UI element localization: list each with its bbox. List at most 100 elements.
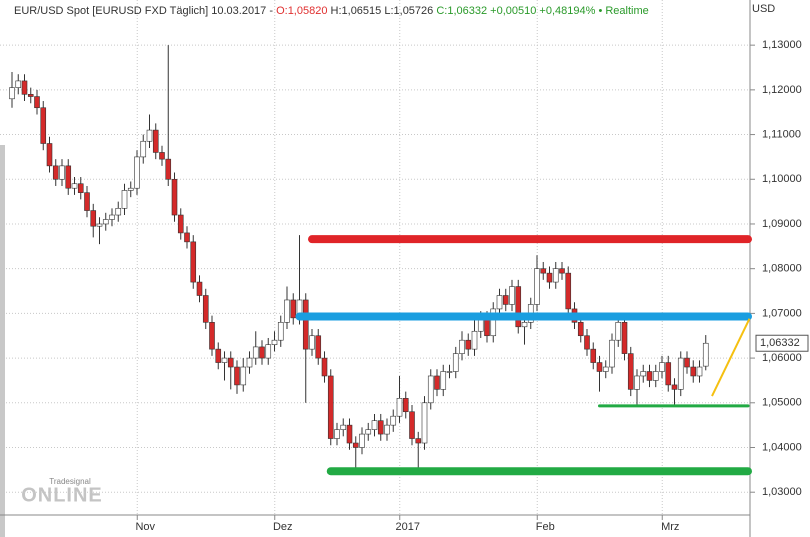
candle-body	[559, 268, 565, 274]
x-tick-label: 2017	[396, 521, 420, 533]
candle-body	[171, 178, 178, 216]
candle-body	[690, 366, 697, 377]
candle-body	[52, 165, 59, 180]
candle-body	[446, 371, 453, 373]
candle-body	[596, 362, 603, 372]
candle-body	[515, 286, 522, 328]
candle-body	[302, 299, 309, 350]
candle-body	[234, 366, 240, 386]
candle-body	[509, 286, 515, 305]
candle-body	[115, 208, 122, 216]
candle-body	[196, 281, 203, 296]
candle-body	[46, 143, 53, 167]
candle-body	[440, 371, 447, 390]
candle-body	[702, 342, 709, 367]
candle-body	[327, 375, 334, 439]
y-tick-label: 1,05000	[762, 397, 802, 409]
y-tick-label: 1,09000	[762, 218, 802, 230]
status: • Realtime	[598, 5, 649, 17]
y-tick-label: 1,07000	[762, 307, 802, 319]
candle-body	[496, 295, 503, 310]
candle-body	[277, 322, 284, 341]
candle-body	[402, 398, 409, 413]
y-tick-label: 1,13000	[762, 39, 802, 51]
candle-body	[209, 322, 215, 350]
candle-body	[65, 165, 72, 189]
candle-body	[365, 429, 372, 435]
candle-body	[34, 96, 40, 109]
candle-body	[265, 344, 272, 359]
candle-body	[490, 308, 497, 337]
candle-body	[309, 335, 315, 350]
candle-body	[434, 375, 440, 390]
candle-body	[671, 384, 678, 390]
candle-body	[384, 424, 390, 435]
candle-body	[159, 152, 165, 160]
x-tick-label: Dez	[273, 521, 293, 533]
candle-body	[315, 335, 322, 359]
candle-body	[259, 346, 265, 359]
candle-body	[271, 339, 278, 345]
candle-body	[602, 366, 609, 372]
candle-body	[484, 317, 490, 337]
candle-body	[290, 299, 297, 319]
candle-body	[184, 232, 190, 243]
candle-body	[409, 411, 415, 439]
candle-body	[377, 420, 384, 435]
candle-body	[565, 272, 572, 310]
candle-body	[646, 371, 653, 381]
y-tick-label: 1,04000	[762, 441, 802, 453]
candle-body	[21, 80, 28, 95]
candle-body	[427, 375, 434, 404]
high-value: H:1,06515	[330, 5, 382, 17]
last-price-box	[755, 334, 809, 352]
candle-body	[190, 241, 197, 283]
candle-body	[634, 375, 640, 390]
currency-label: USD	[752, 3, 775, 15]
candle-body	[40, 107, 47, 144]
candle-body	[390, 415, 397, 426]
candle-body	[240, 366, 247, 386]
candle-body	[640, 371, 647, 377]
brand-large: ONLINE	[21, 484, 103, 506]
candle-body	[165, 158, 172, 180]
candle-body	[134, 156, 140, 189]
candle-body	[534, 268, 540, 305]
candle-body	[552, 268, 559, 283]
instrument: EUR/USD Spot [EURUSD FXD Täglich] 10.03.…	[14, 5, 274, 17]
candle-body	[540, 268, 547, 274]
candle-body	[459, 339, 465, 354]
candle-body	[396, 398, 403, 417]
candle-body	[59, 165, 65, 180]
chart-header: EUR/USD Spot [EURUSD FXD Täglich] 10.03.…	[14, 5, 649, 17]
candle-body	[140, 140, 147, 158]
candle-body	[659, 362, 665, 372]
candle-body	[215, 348, 222, 363]
candle-body	[371, 420, 378, 430]
candle-body	[352, 442, 359, 448]
candle-body	[359, 433, 365, 448]
candle-body	[15, 80, 22, 88]
candle-body	[502, 295, 509, 305]
candle-body	[77, 183, 84, 193]
candle-body	[121, 190, 128, 209]
candle-body	[102, 219, 109, 225]
brand-small: Tradesignal	[49, 477, 91, 486]
candle-body	[577, 322, 584, 337]
candle-body	[621, 322, 628, 354]
y-tick-label: 1,12000	[762, 84, 802, 96]
change-value: C:1,06332 +0,00510 +0,48194%	[436, 5, 596, 17]
candle-body	[90, 210, 97, 227]
candle-body	[202, 295, 209, 323]
candle-body	[71, 183, 78, 189]
y-tick-label: 1,08000	[762, 263, 802, 275]
y-tick-label: 1,10000	[762, 173, 802, 185]
x-tick-label: Feb	[536, 521, 555, 533]
candle-body	[465, 339, 472, 350]
candle-body	[421, 402, 428, 444]
candle-body	[84, 192, 90, 211]
candle-body	[521, 322, 528, 328]
candle-body	[471, 330, 478, 350]
